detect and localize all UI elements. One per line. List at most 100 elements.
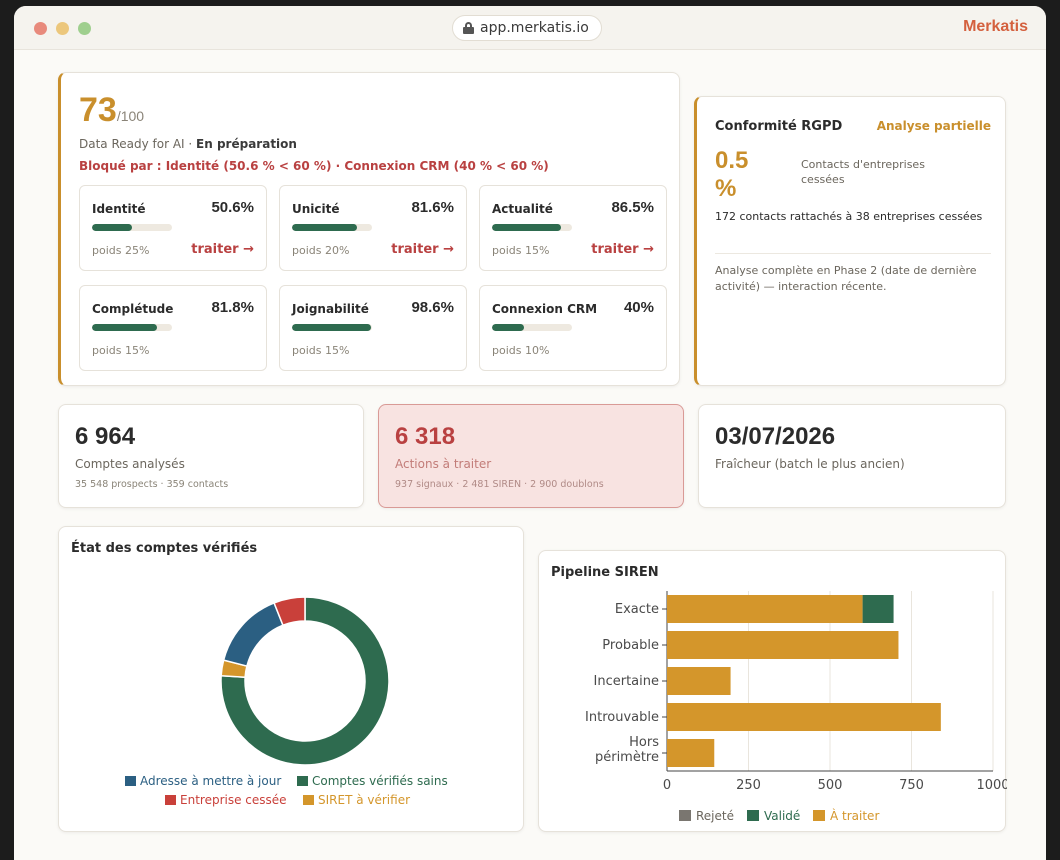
legend-swatch <box>813 810 825 821</box>
metric-value: 98.6% <box>411 299 454 316</box>
metric-name: Complétude <box>92 302 174 316</box>
rgpd-value: 0.5 % <box>715 147 749 202</box>
chart-title: Pipeline SIREN <box>551 565 659 580</box>
bar-segment <box>667 703 941 731</box>
kpi-actions-to-process[interactable]: 6 318 Actions à traiter 937 signaux · 2 … <box>378 404 684 508</box>
metric-weight: poids 25% <box>92 244 150 257</box>
metric-name: Actualité <box>492 202 553 216</box>
metric-value: 86.5% <box>611 199 654 216</box>
metric-tile-5: Joignabilité 98.6% poids 15% <box>279 285 467 371</box>
data-ready-score-card: 73/100 Data Ready for AI · En préparatio… <box>58 72 680 386</box>
metric-value: 81.8% <box>211 299 254 316</box>
kpi-freshness[interactable]: 03/07/2026 Fraîcheur (batch le plus anci… <box>698 404 1006 508</box>
metric-progress-fill <box>492 324 524 331</box>
metric-name: Identité <box>92 202 146 216</box>
metric-progress-fill <box>292 224 358 231</box>
legend-label: À traiter <box>830 808 879 823</box>
y-tick-label: Incertaine <box>594 674 659 689</box>
treat-link[interactable]: traiter → <box>191 242 254 257</box>
metric-weight: poids 10% <box>492 344 550 357</box>
metric-name: Connexion CRM <box>492 302 598 316</box>
lock-icon <box>463 22 474 34</box>
kpi-label: Fraîcheur (batch le plus ancien) <box>715 457 905 471</box>
bar-segment <box>667 739 715 767</box>
metric-weight: poids 15% <box>292 344 350 357</box>
metric-name: Joignabilité <box>292 302 369 316</box>
rgpd-title: Conformité RGPD <box>715 119 843 134</box>
metric-tile-4: Complétude 81.8% poids 15% <box>79 285 267 371</box>
rgpd-compliance-card: Conformité RGPD Analyse partielle 0.5 % … <box>694 96 1006 386</box>
url-text: app.merkatis.io <box>480 20 589 36</box>
legend-swatch <box>679 810 691 821</box>
legend-swatch <box>303 795 314 805</box>
legend-label: Adresse à mettre à jour <box>140 774 281 788</box>
donut-slice <box>222 601 284 667</box>
browser-titlebar: app.merkatis.io Merkatis <box>14 6 1046 50</box>
metric-tile-2: Unicité 81.6% poids 20% traiter → <box>279 185 467 271</box>
legend-label: Rejeté <box>696 809 734 823</box>
legend-label: Entreprise cessée <box>180 793 287 807</box>
metric-progress-bar <box>292 224 372 231</box>
kpi-accounts-analyzed[interactable]: 6 964 Comptes analysés 35 548 prospects … <box>58 404 364 508</box>
metric-progress-fill <box>292 324 371 331</box>
metric-tile-1: Identité 50.6% poids 25% traiter → <box>79 185 267 271</box>
legend-swatch <box>125 776 136 786</box>
x-tick-label: 250 <box>736 778 761 793</box>
metric-progress-bar <box>292 324 372 331</box>
treat-link[interactable]: traiter → <box>391 242 454 257</box>
bar-segment <box>862 595 894 623</box>
metric-progress-bar <box>492 224 572 231</box>
legend-swatch <box>747 810 759 821</box>
donut-slice <box>220 596 390 766</box>
score-status: En préparation <box>196 137 297 151</box>
metric-value: 81.6% <box>411 199 454 216</box>
score-subtitle: Data Ready for AI · En préparation <box>79 137 297 151</box>
donut-chart: Adresse à mettre à jour Comptes vérifiés … <box>125 596 448 807</box>
metric-value: 50.6% <box>211 199 254 216</box>
kpi-subtext: 937 signaux · 2 481 SIREN · 2 900 doublo… <box>395 479 604 490</box>
close-window-button[interactable] <box>34 22 47 35</box>
metric-name: Unicité <box>292 202 340 216</box>
minimize-window-button[interactable] <box>56 22 69 35</box>
kpi-value: 03/07/2026 <box>715 423 836 450</box>
metric-weight: poids 20% <box>292 244 350 257</box>
metric-progress-fill <box>492 224 562 231</box>
legend-swatch <box>165 795 176 805</box>
metric-progress-fill <box>92 324 158 331</box>
metric-tile-6: Connexion CRM 40% poids 10% <box>479 285 667 371</box>
metric-value: 40% <box>623 299 654 316</box>
legend-label: Validé <box>764 809 800 823</box>
legend-label: Comptes vérifiés sains <box>312 774 448 788</box>
x-tick-label: 500 <box>818 778 843 793</box>
siren-bar-chart: 0 250 500 750 1000 Exacte Probable Incertaine In… <box>585 591 1007 823</box>
metric-weight: poids 15% <box>492 244 550 257</box>
browser-window: app.merkatis.io Merkatis 73/100 Data Rea… <box>14 6 1046 860</box>
x-tick-label: 750 <box>899 778 924 793</box>
maximize-window-button[interactable] <box>78 22 91 35</box>
divider <box>715 253 991 254</box>
kpi-value: 6 964 <box>75 423 136 450</box>
y-tick-label: Introuvable <box>585 710 659 725</box>
score-value: 73/100 <box>79 91 144 130</box>
bar-segment <box>667 631 899 659</box>
treat-link[interactable]: traiter → <box>591 242 654 257</box>
kpi-value: 6 318 <box>395 423 456 450</box>
verified-accounts-chart-card: État des comptes vérifiés Adresse à mett… <box>58 526 524 832</box>
x-tick-label: 1000 <box>976 778 1007 793</box>
metric-tile-3: Actualité 86.5% poids 15% traiter → <box>479 185 667 271</box>
y-tick-label: Exacte <box>615 602 659 617</box>
metric-progress-bar <box>92 324 172 331</box>
y-tick-label: Hors <box>629 735 659 750</box>
rgpd-detail: 172 contacts rattachés à 38 entreprises … <box>715 210 983 223</box>
rgpd-description: Contacts d'entreprises cessées <box>801 158 925 186</box>
y-tick-label: Probable <box>602 638 659 653</box>
x-tick-label: 0 <box>663 778 671 793</box>
brand-logo[interactable]: Merkatis <box>963 18 1028 35</box>
bar-segment <box>667 595 863 623</box>
rgpd-status-badge: Analyse partielle <box>876 119 991 133</box>
address-bar[interactable]: app.merkatis.io <box>452 15 602 41</box>
kpi-subtext: 35 548 prospects · 359 contacts <box>75 479 229 490</box>
metric-weight: poids 15% <box>92 344 150 357</box>
score-number: 73 <box>79 91 117 129</box>
chart-title: État des comptes vérifiés <box>71 541 258 556</box>
